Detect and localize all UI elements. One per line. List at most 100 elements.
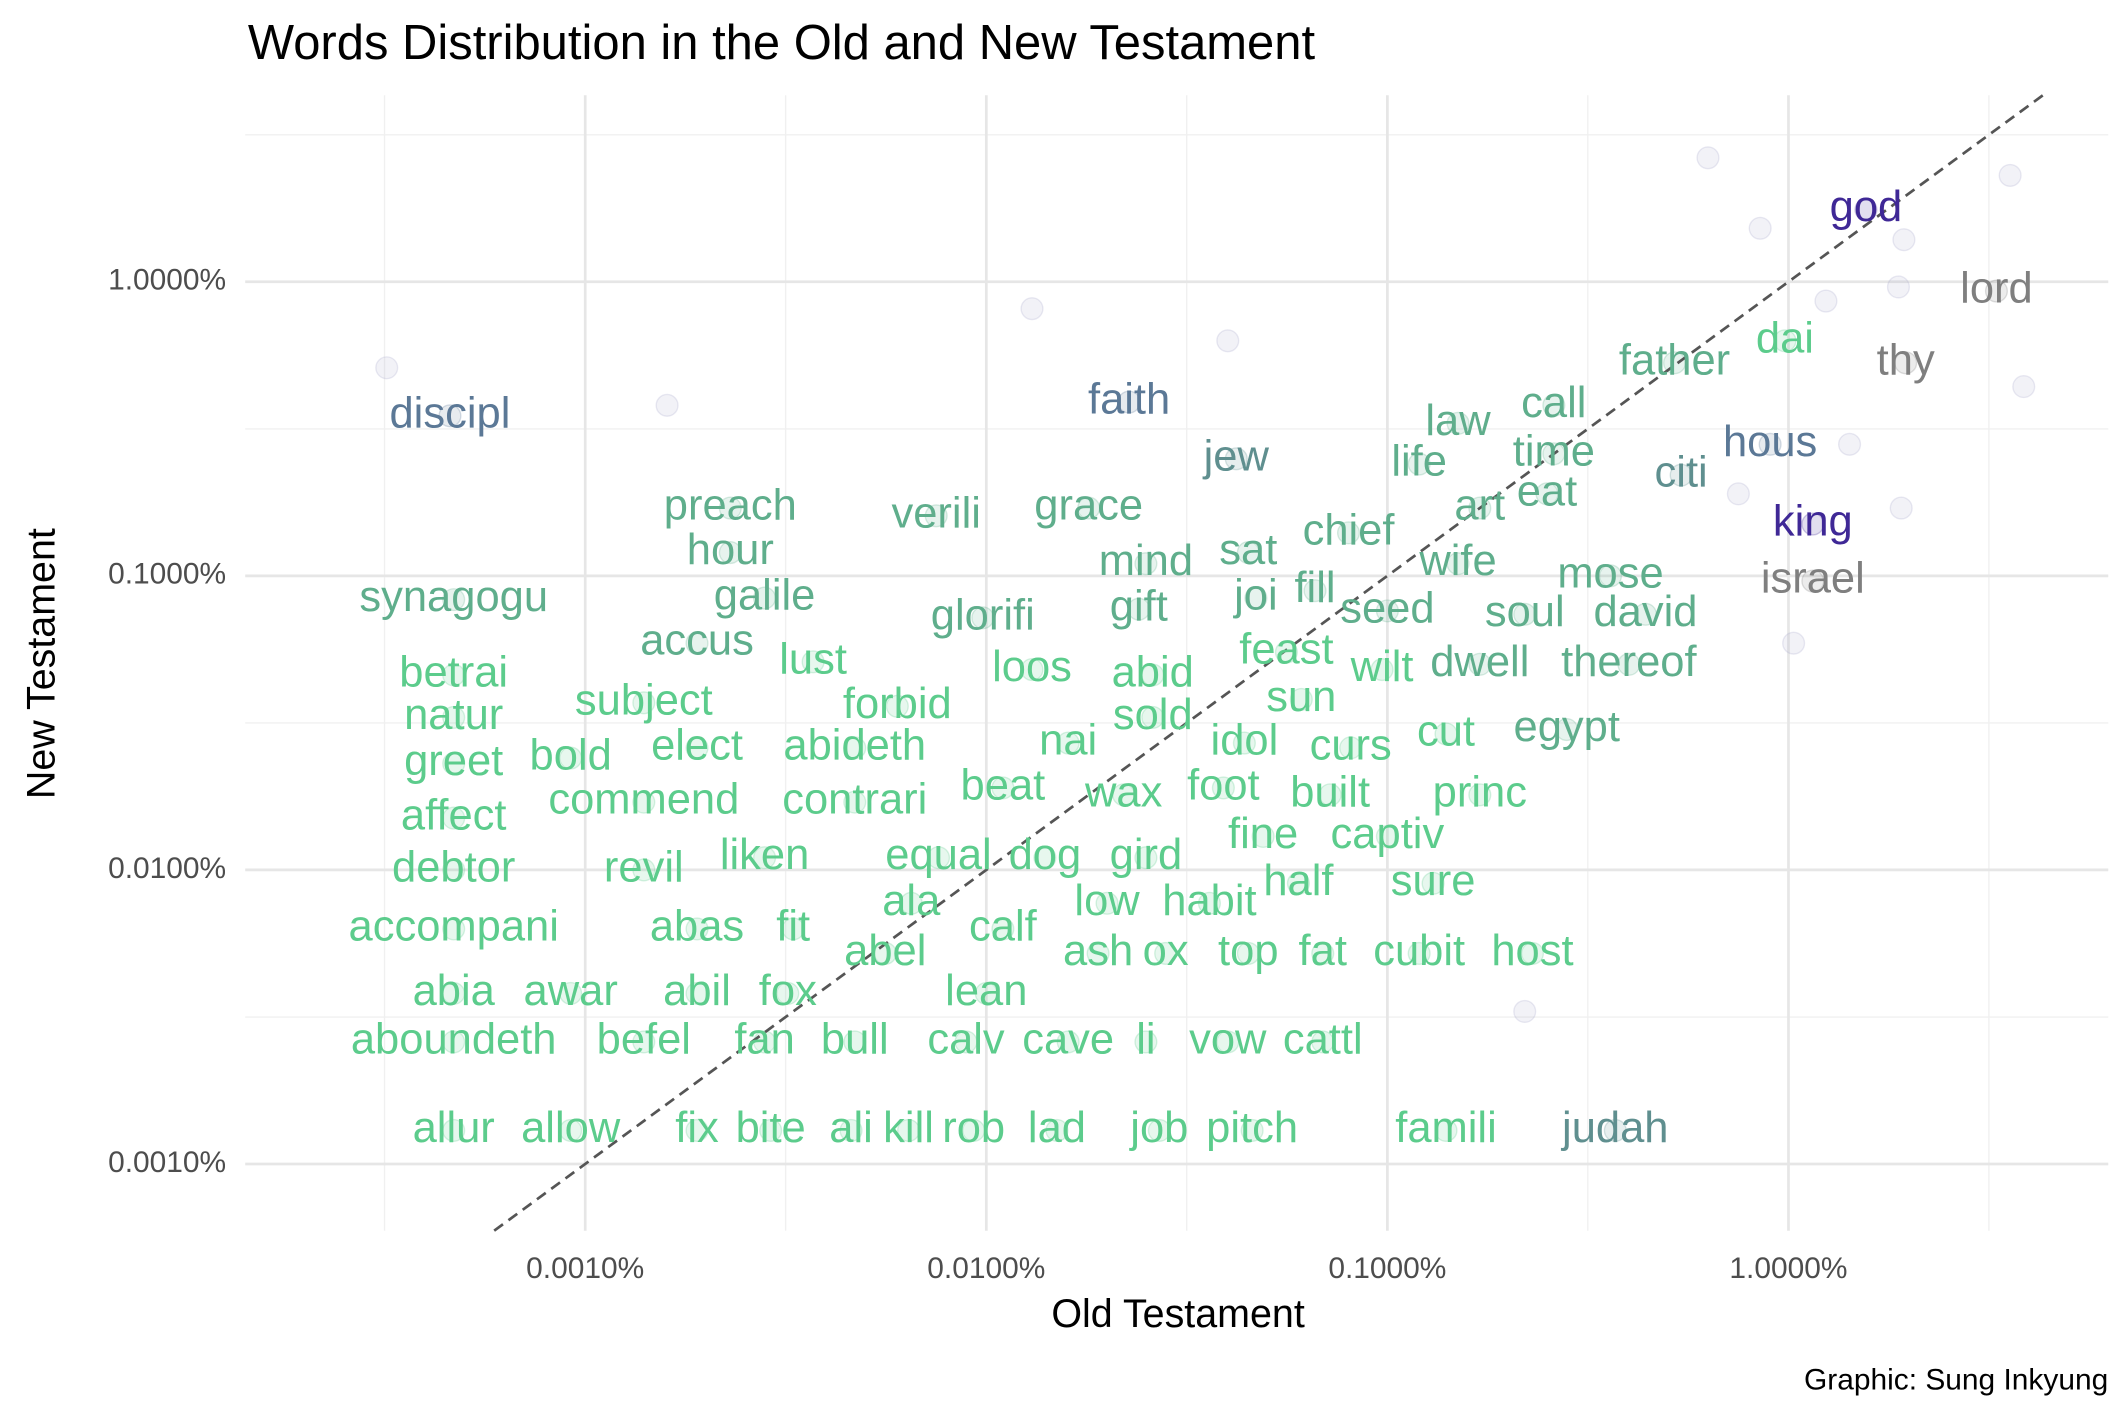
point bbox=[685, 917, 709, 941]
word-label: soul bbox=[1485, 588, 1565, 636]
word-label: ox bbox=[1143, 927, 1189, 975]
point bbox=[1224, 447, 1248, 471]
point bbox=[1095, 891, 1119, 915]
point bbox=[1854, 198, 1878, 222]
point bbox=[1421, 871, 1445, 895]
point bbox=[1446, 411, 1470, 435]
y-tick-label: 0.0010% bbox=[108, 1146, 226, 1179]
point bbox=[442, 858, 466, 882]
word-label: jew bbox=[1202, 432, 1270, 480]
point bbox=[924, 504, 948, 528]
word-label: dai bbox=[1756, 314, 1814, 362]
point bbox=[1289, 687, 1313, 711]
point bbox=[2012, 375, 2036, 399]
point bbox=[1232, 731, 1256, 755]
word-label: captiv bbox=[1331, 810, 1445, 858]
word-label: betrai bbox=[399, 649, 508, 697]
grid bbox=[245, 95, 2109, 1231]
point bbox=[1086, 941, 1110, 965]
point bbox=[442, 663, 466, 687]
word-label: abia bbox=[413, 967, 496, 1015]
word-label: pitch bbox=[1206, 1104, 1298, 1152]
point bbox=[1513, 602, 1537, 626]
word-label: accompani bbox=[349, 902, 559, 950]
word-label: lord bbox=[1960, 265, 2033, 313]
word-label: forbid bbox=[843, 680, 952, 728]
word-label: idol bbox=[1211, 717, 1279, 765]
point bbox=[991, 917, 1015, 941]
point bbox=[1375, 824, 1399, 848]
point bbox=[1555, 718, 1579, 742]
point bbox=[442, 1030, 466, 1054]
point bbox=[759, 1118, 783, 1143]
word-label: israel bbox=[1761, 555, 1865, 603]
point bbox=[1748, 216, 1772, 240]
point bbox=[685, 981, 709, 1006]
x-tick-label: 0.0100% bbox=[927, 1252, 1045, 1285]
point bbox=[1892, 228, 1916, 252]
word-label: debtor bbox=[392, 843, 515, 891]
point bbox=[1056, 731, 1080, 755]
point bbox=[438, 404, 462, 428]
word-label: liken bbox=[720, 831, 809, 879]
point bbox=[962, 1118, 986, 1143]
point bbox=[899, 891, 923, 915]
point bbox=[632, 1030, 656, 1054]
point bbox=[1598, 564, 1623, 588]
point bbox=[1147, 1118, 1171, 1143]
point bbox=[1370, 658, 1394, 682]
word-label: synagogu bbox=[359, 573, 548, 621]
point bbox=[1045, 1118, 1069, 1143]
point bbox=[1837, 432, 1862, 456]
word-label: contrari bbox=[782, 776, 927, 824]
word-label: seed bbox=[1340, 584, 1434, 632]
word-label: thereof bbox=[1561, 638, 1697, 686]
x-tick-label: 0.1000% bbox=[1328, 1252, 1446, 1285]
word-label: host bbox=[1491, 927, 1573, 975]
point bbox=[1318, 783, 1342, 807]
point bbox=[1886, 275, 1910, 299]
word-label: loos bbox=[992, 643, 1072, 691]
word-label: bite bbox=[736, 1104, 806, 1152]
word-label: verili bbox=[891, 489, 980, 537]
point bbox=[781, 917, 805, 941]
point bbox=[1020, 297, 1044, 321]
word-label: sold bbox=[1113, 691, 1193, 739]
point bbox=[843, 1030, 867, 1054]
point bbox=[776, 981, 800, 1006]
word-label: mind bbox=[1099, 537, 1193, 585]
word-label: fine bbox=[1228, 810, 1298, 858]
point bbox=[1240, 1118, 1264, 1143]
point bbox=[1617, 652, 1641, 676]
point bbox=[1141, 705, 1165, 729]
point bbox=[1696, 146, 1720, 170]
word-label: job bbox=[1128, 1104, 1188, 1152]
word-label: hous bbox=[1723, 418, 1817, 466]
y-tick-label: 0.1000% bbox=[108, 558, 226, 591]
point bbox=[1154, 941, 1178, 965]
word-label: citi bbox=[1655, 449, 1708, 497]
word-label: bold bbox=[530, 732, 612, 780]
word-label: awar bbox=[524, 967, 618, 1015]
point bbox=[1633, 602, 1658, 626]
word-label: galile bbox=[714, 572, 816, 620]
points bbox=[375, 146, 2036, 1143]
point bbox=[801, 650, 825, 674]
word-label: abas bbox=[650, 902, 744, 950]
point bbox=[1216, 329, 1240, 353]
word-label: beat bbox=[961, 761, 1046, 809]
word-label: sure bbox=[1391, 857, 1476, 905]
point bbox=[1336, 521, 1361, 545]
point bbox=[718, 540, 742, 565]
y-tick-label: 0.0100% bbox=[108, 852, 226, 885]
point bbox=[1375, 599, 1399, 623]
word-label: famili bbox=[1395, 1104, 1497, 1152]
word-label: dog bbox=[1009, 831, 1082, 879]
word-label: nai bbox=[1039, 717, 1097, 765]
point bbox=[1251, 824, 1275, 848]
word-label: equal bbox=[885, 831, 991, 879]
word-label: wilt bbox=[1350, 643, 1414, 691]
word-label: gift bbox=[1110, 583, 1168, 631]
word-label: subject bbox=[575, 676, 713, 724]
